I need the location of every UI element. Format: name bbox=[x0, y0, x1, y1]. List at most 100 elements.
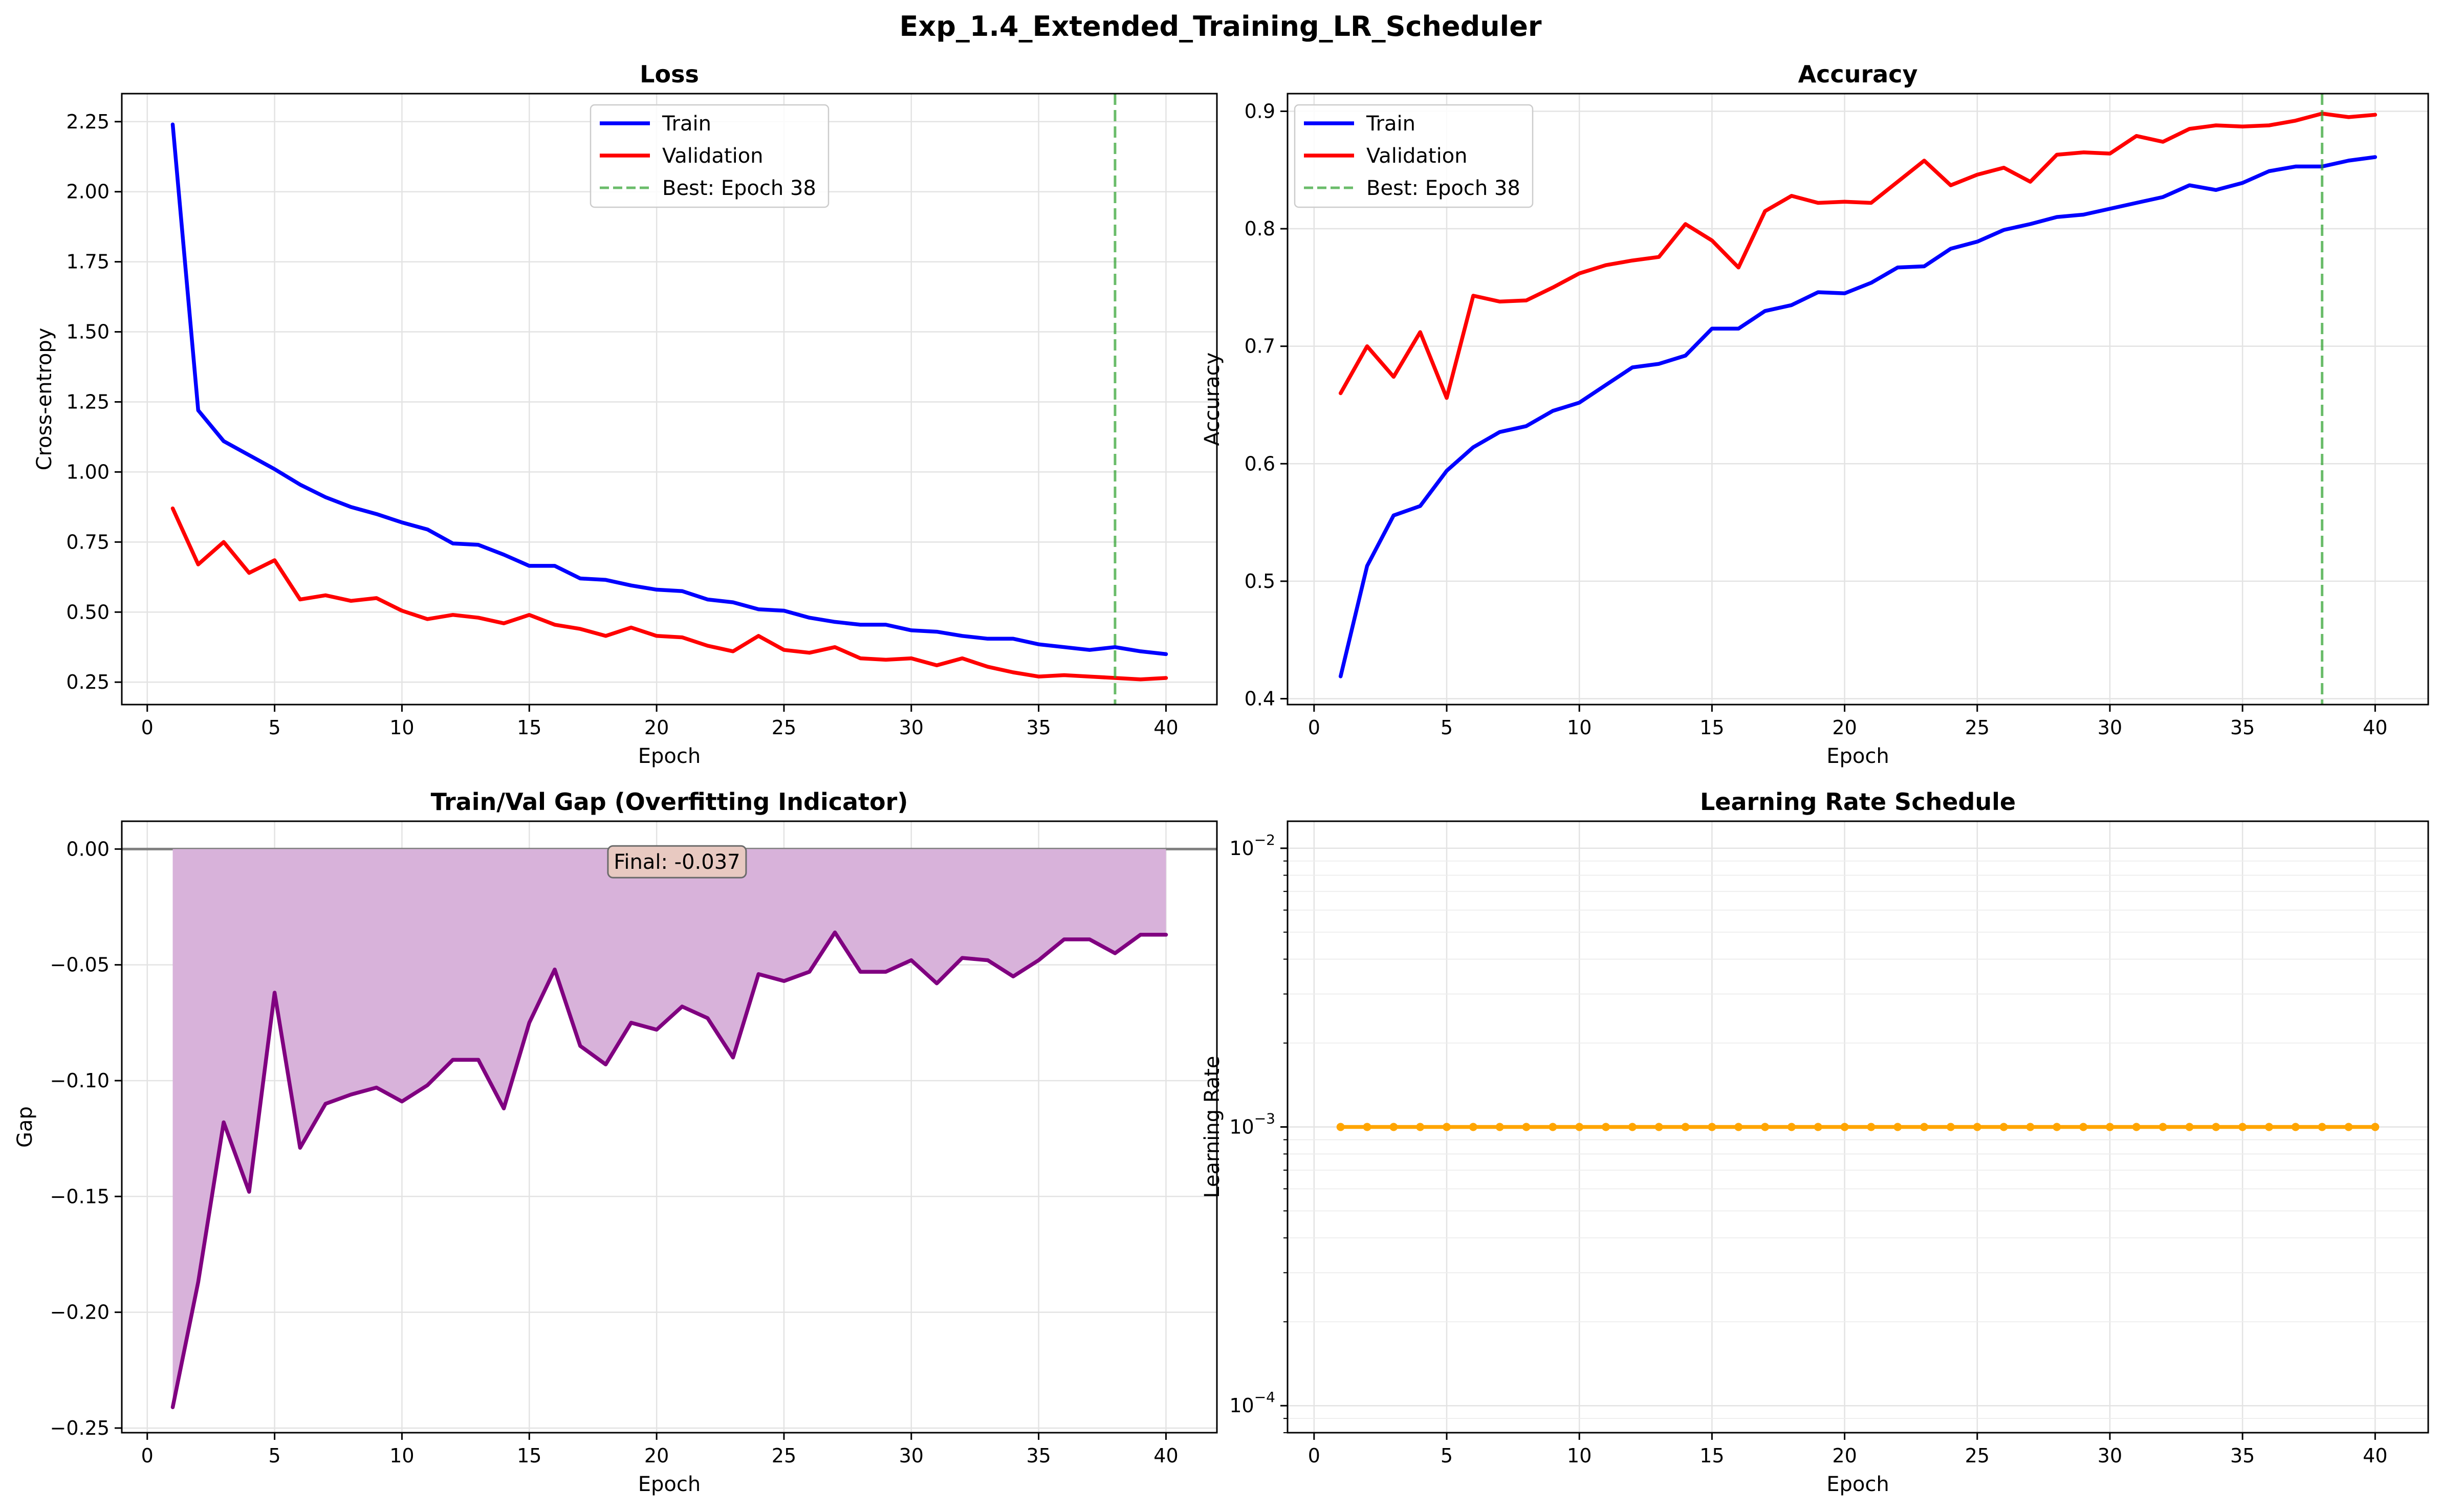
y-tick-label: 0.7 bbox=[1245, 335, 1275, 358]
y-tick-label: 2.00 bbox=[66, 181, 110, 203]
x-tick-label: 20 bbox=[644, 716, 669, 739]
data-point bbox=[1549, 1123, 1557, 1131]
y-tick-label: −0.05 bbox=[50, 954, 110, 976]
series-line-train bbox=[170, 122, 1168, 656]
panel-title: Loss bbox=[640, 60, 699, 88]
y-tick-label: −0.15 bbox=[50, 1185, 110, 1208]
legend-label: Validation bbox=[662, 144, 764, 168]
grid bbox=[1288, 94, 2428, 705]
data-point bbox=[1893, 1123, 1902, 1131]
axes-frame bbox=[121, 820, 1218, 1434]
x-tick-label: 15 bbox=[1699, 1444, 1724, 1467]
x-tick-label: 20 bbox=[644, 1444, 669, 1467]
data-point bbox=[2371, 1123, 2380, 1131]
data-point bbox=[1840, 1123, 1849, 1131]
data-point bbox=[1999, 1123, 2008, 1131]
y-tick-exponent: −4 bbox=[1254, 1389, 1275, 1406]
y-axis-label: Gap bbox=[13, 1106, 37, 1148]
y-tick-label: 1.25 bbox=[66, 390, 110, 413]
y-tick-label: 0.25 bbox=[66, 671, 110, 693]
data-point bbox=[2026, 1123, 2035, 1131]
data-point bbox=[1973, 1123, 1981, 1131]
accuracy-panel: 0 5 10 15 20 25 30 35 40 0.4 0.5 0.6 0.7 0.8 0.9 Accura… bbox=[1201, 60, 2429, 768]
data-point bbox=[2344, 1123, 2353, 1131]
x-tick-label: 25 bbox=[1965, 716, 1990, 739]
legend-label: Best: Epoch 38 bbox=[1366, 177, 1520, 200]
data-point bbox=[1654, 1123, 1663, 1131]
data-point bbox=[1681, 1123, 1690, 1131]
data-point bbox=[1628, 1123, 1637, 1131]
x-tick-label: 10 bbox=[389, 716, 414, 739]
y-tick-label: 0.6 bbox=[1245, 452, 1275, 475]
legend: Train Validation Best: Epoch 38 bbox=[590, 104, 830, 208]
data-point bbox=[1708, 1123, 1716, 1131]
x-tick-label: 5 bbox=[1441, 1444, 1453, 1467]
data-point bbox=[2185, 1123, 2194, 1131]
data-point bbox=[1443, 1123, 1451, 1131]
y-tick-exponent: −3 bbox=[1254, 1110, 1275, 1127]
y-tick-label: 1.75 bbox=[66, 251, 110, 273]
data-point bbox=[2132, 1123, 2141, 1131]
y-tick-label: 0.75 bbox=[66, 531, 110, 553]
data-point bbox=[1469, 1123, 1477, 1131]
legend-label: Best: Epoch 38 bbox=[662, 177, 816, 200]
data-point bbox=[1389, 1123, 1398, 1131]
loss-panel: 0 5 10 15 20 25 30 35 40 0.25 0.50 0.75 1.00 1.25 1.50… bbox=[33, 60, 1218, 768]
data-point bbox=[2291, 1123, 2300, 1131]
legend-label: Train bbox=[1366, 112, 1415, 136]
legend-label: Train bbox=[662, 112, 711, 136]
series-line-validation bbox=[1338, 112, 2378, 400]
data-point bbox=[2105, 1123, 2114, 1131]
y-tick-label: 0.9 bbox=[1245, 100, 1275, 122]
x-tick-label: 35 bbox=[1026, 1444, 1051, 1467]
y-tick-label: 10−4 bbox=[1229, 1389, 1275, 1417]
x-tick-label: 20 bbox=[1832, 1444, 1857, 1467]
y-tick-label: 0.00 bbox=[66, 838, 110, 860]
x-tick-label: 25 bbox=[772, 716, 796, 739]
data-point bbox=[2159, 1123, 2167, 1131]
y-tick-label: 2.25 bbox=[66, 111, 110, 133]
final-gap-annotation-text: Final: -0.037 bbox=[614, 850, 740, 874]
x-tick-label: 30 bbox=[2098, 1444, 2122, 1467]
data-point bbox=[1814, 1123, 1822, 1131]
data-point bbox=[1363, 1123, 1371, 1131]
x-tick-label: 10 bbox=[1567, 1444, 1592, 1467]
x-tick-label: 0 bbox=[141, 1444, 154, 1467]
x-tick-label: 0 bbox=[141, 716, 154, 739]
data-point bbox=[2053, 1123, 2061, 1131]
x-tick-label: 35 bbox=[1026, 716, 1051, 739]
x-axis-label: Epoch bbox=[638, 744, 701, 768]
y-axis-label: Cross-entropy bbox=[33, 328, 56, 471]
x-tick-label: 40 bbox=[1153, 1444, 1178, 1467]
gap-panel: 0 5 10 15 20 25 30 35 40 0.00 −0.05 −0.10 −0.15 −0.20… bbox=[13, 788, 1218, 1496]
y-tick-label: 0.5 bbox=[1245, 570, 1275, 593]
panel-title: Accuracy bbox=[1798, 60, 1918, 88]
x-tick-label: 10 bbox=[389, 1444, 414, 1467]
x-axis-label: Epoch bbox=[1826, 744, 1889, 768]
gap-fill-area bbox=[172, 849, 1166, 1408]
x-tick-label: 15 bbox=[1699, 716, 1724, 739]
x-tick-label: 30 bbox=[899, 1444, 924, 1467]
x-tick-label: 15 bbox=[517, 1444, 541, 1467]
x-tick-label: 30 bbox=[2098, 716, 2122, 739]
data-point bbox=[1522, 1123, 1531, 1131]
x-axis-label: Epoch bbox=[1826, 1473, 1889, 1496]
x-tick-label: 40 bbox=[2363, 1444, 2387, 1467]
axes-frame bbox=[1287, 93, 2429, 706]
data-point bbox=[1336, 1123, 1345, 1131]
x-tick-label: 35 bbox=[2230, 1444, 2255, 1467]
figure-title: Exp_1.4_Extended_Training_LR_Scheduler bbox=[900, 10, 1542, 42]
x-tick-label: 5 bbox=[269, 1444, 281, 1467]
x-axis-label: Epoch bbox=[638, 1473, 701, 1496]
y-axis-label: Accuracy bbox=[1201, 353, 1224, 446]
data-point bbox=[1787, 1123, 1796, 1131]
x-tick-label: 40 bbox=[1153, 716, 1178, 739]
data-point bbox=[1495, 1123, 1504, 1131]
data-point bbox=[2318, 1123, 2326, 1131]
data-point bbox=[1734, 1123, 1743, 1131]
legend-frame bbox=[1294, 104, 1534, 208]
axes-frame bbox=[121, 93, 1218, 706]
y-tick-exponent: −2 bbox=[1254, 831, 1275, 848]
x-tick-label: 25 bbox=[772, 1444, 796, 1467]
